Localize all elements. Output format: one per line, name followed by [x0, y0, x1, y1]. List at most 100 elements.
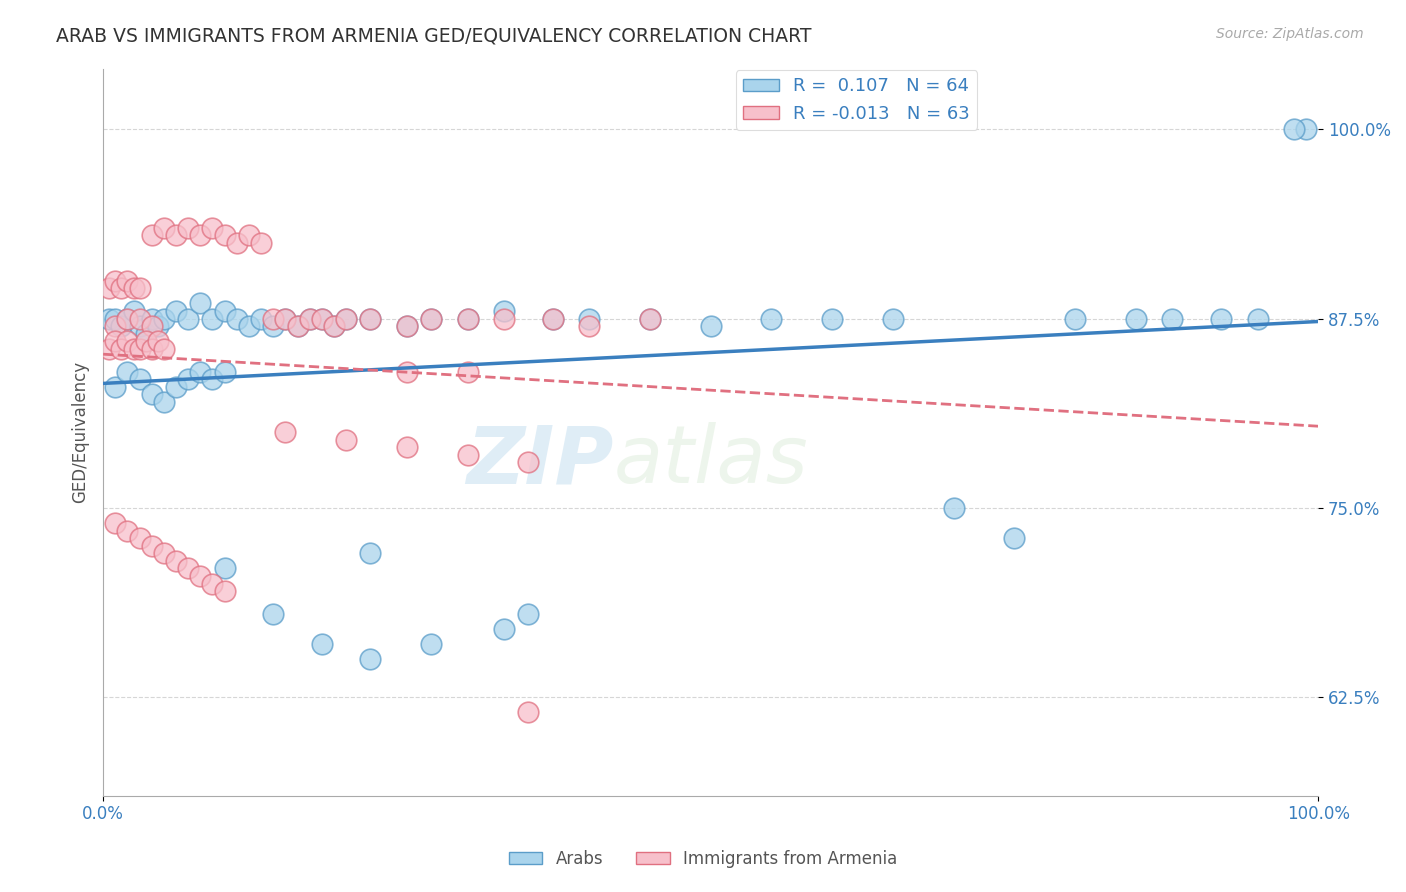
Point — [177, 561, 200, 575]
Point — [457, 311, 479, 326]
Point — [359, 652, 381, 666]
Point — [638, 311, 661, 326]
Point — [214, 228, 236, 243]
Point — [110, 319, 132, 334]
Text: atlas: atlas — [613, 422, 808, 500]
Point — [578, 311, 600, 326]
Point — [335, 311, 357, 326]
Point — [110, 281, 132, 295]
Point — [188, 365, 211, 379]
Point — [122, 342, 145, 356]
Point — [1125, 311, 1147, 326]
Point — [214, 584, 236, 599]
Point — [117, 311, 139, 326]
Point — [457, 365, 479, 379]
Point — [517, 607, 540, 621]
Point — [395, 440, 418, 454]
Point — [311, 311, 333, 326]
Point — [104, 319, 127, 334]
Point — [141, 387, 163, 401]
Point — [262, 311, 284, 326]
Point — [298, 311, 321, 326]
Point — [141, 539, 163, 553]
Point — [165, 228, 187, 243]
Point — [122, 281, 145, 295]
Text: ZIP: ZIP — [467, 422, 613, 500]
Point — [128, 372, 150, 386]
Point — [238, 228, 260, 243]
Point — [135, 326, 157, 341]
Point — [117, 524, 139, 538]
Point — [335, 433, 357, 447]
Point — [274, 425, 297, 439]
Point — [274, 311, 297, 326]
Point — [420, 311, 443, 326]
Point — [117, 274, 139, 288]
Point — [274, 311, 297, 326]
Point — [298, 311, 321, 326]
Point — [122, 304, 145, 318]
Point — [457, 448, 479, 462]
Point — [250, 311, 273, 326]
Point — [311, 637, 333, 651]
Point — [141, 319, 163, 334]
Point — [638, 311, 661, 326]
Point — [395, 319, 418, 334]
Legend: R =  0.107   N = 64, R = -0.013   N = 63: R = 0.107 N = 64, R = -0.013 N = 63 — [735, 70, 977, 129]
Point — [395, 365, 418, 379]
Point — [214, 561, 236, 575]
Legend: Arabs, Immigrants from Armenia: Arabs, Immigrants from Armenia — [502, 844, 904, 875]
Point — [104, 334, 127, 349]
Point — [420, 311, 443, 326]
Point — [135, 334, 157, 349]
Point — [128, 311, 150, 326]
Y-axis label: GED/Equivalency: GED/Equivalency — [72, 361, 89, 503]
Point — [128, 342, 150, 356]
Point — [1064, 311, 1087, 326]
Point — [323, 319, 346, 334]
Point — [104, 274, 127, 288]
Point — [153, 394, 176, 409]
Point — [882, 311, 904, 326]
Point — [104, 516, 127, 530]
Point — [250, 235, 273, 250]
Point — [177, 220, 200, 235]
Point — [146, 319, 169, 334]
Point — [541, 311, 564, 326]
Point — [457, 311, 479, 326]
Point — [177, 372, 200, 386]
Point — [541, 311, 564, 326]
Point — [201, 220, 224, 235]
Point — [141, 228, 163, 243]
Point — [214, 304, 236, 318]
Point — [117, 311, 139, 326]
Point — [165, 554, 187, 568]
Point — [117, 365, 139, 379]
Point — [128, 531, 150, 545]
Point — [104, 380, 127, 394]
Point — [104, 311, 127, 326]
Point — [1161, 311, 1184, 326]
Point — [1004, 531, 1026, 545]
Point — [494, 622, 516, 636]
Point — [128, 281, 150, 295]
Point — [262, 607, 284, 621]
Point — [238, 319, 260, 334]
Point — [188, 569, 211, 583]
Point — [287, 319, 309, 334]
Point — [359, 311, 381, 326]
Point — [117, 334, 139, 349]
Point — [153, 311, 176, 326]
Point — [1246, 311, 1268, 326]
Point — [225, 235, 247, 250]
Point — [141, 342, 163, 356]
Point — [98, 342, 121, 356]
Text: Source: ZipAtlas.com: Source: ZipAtlas.com — [1216, 27, 1364, 41]
Point — [1209, 311, 1232, 326]
Point — [225, 311, 247, 326]
Point — [761, 311, 783, 326]
Point — [201, 576, 224, 591]
Point — [128, 319, 150, 334]
Point — [578, 319, 600, 334]
Point — [262, 319, 284, 334]
